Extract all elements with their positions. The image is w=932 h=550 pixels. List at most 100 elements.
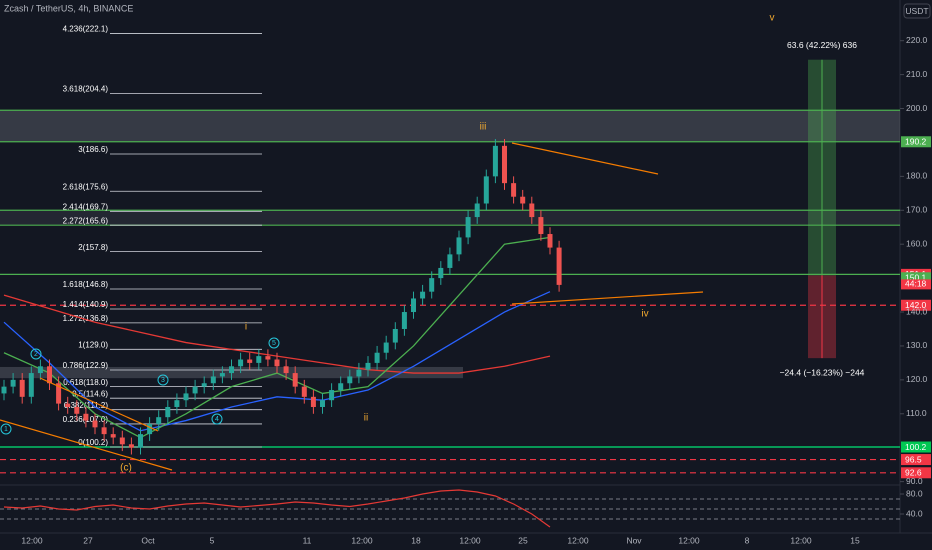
y-tick-label: 200.0 <box>906 103 928 113</box>
candle-body <box>374 352 380 363</box>
y-tick-label: 130.0 <box>906 340 928 350</box>
currency-box <box>903 3 931 19</box>
wave-circle <box>268 337 280 349</box>
price-tag-label: 100.2 <box>905 442 927 452</box>
candle-body <box>92 420 98 428</box>
candle-body <box>429 278 435 292</box>
candle-body <box>320 400 325 407</box>
osc-tick-label: 40.0 <box>906 508 923 518</box>
candle-body <box>183 393 189 401</box>
candle-body <box>356 369 362 377</box>
wave-label: iii <box>480 122 487 133</box>
price-tag-label: 96.5 <box>905 454 922 464</box>
candle-body <box>10 379 16 387</box>
wave-label: 2 <box>34 351 38 358</box>
candle-body <box>365 362 371 370</box>
candle-body <box>438 267 444 279</box>
fib-label: 0(100.2) <box>78 438 108 447</box>
fib-label: 2(157.8) <box>78 243 108 252</box>
fib-label: 1(129.0) <box>78 340 108 349</box>
moving-average <box>3 291 551 432</box>
wave-label: 5 <box>272 340 276 347</box>
candle-body <box>511 183 517 197</box>
candle-body <box>474 203 480 218</box>
x-tick-label: 5 <box>210 535 215 545</box>
candle-body <box>110 434 116 438</box>
candle-body <box>447 254 453 268</box>
candle-body <box>37 366 43 374</box>
price-tag <box>901 272 931 284</box>
candle-body <box>165 406 171 418</box>
candle-body <box>210 376 216 384</box>
candle-body <box>229 366 234 374</box>
candle-body <box>310 396 316 407</box>
currency-label: USDT <box>905 6 928 16</box>
price-tag-label: 142.0 <box>905 300 927 310</box>
y-tick-label: 140.0 <box>906 306 928 316</box>
y-tick-label: 170.0 <box>906 205 928 215</box>
x-tick-label: 12:00 <box>351 535 373 545</box>
x-tick-label: 12:00 <box>567 535 589 545</box>
candle-body <box>238 359 244 367</box>
x-tick-label: 12:00 <box>790 535 812 545</box>
price-tag <box>901 136 931 148</box>
fib-label: 0.786(122.9) <box>63 361 109 370</box>
candle-body <box>338 383 344 391</box>
x-tick-label: Nov <box>626 535 642 545</box>
candle-body <box>411 298 416 313</box>
oscillator: 80.0 40.0 <box>0 488 923 528</box>
overlays: 63.6 (42.22%) 636−24.4 (−16.23%) −244iii… <box>0 13 931 479</box>
x-tick-label: 27 <box>83 535 93 545</box>
candle-body <box>101 427 107 435</box>
y-tick-label: 210.0 <box>906 69 928 79</box>
fib-label: 3(186.6) <box>78 145 108 154</box>
candle-body <box>56 383 62 404</box>
x-tick-label: 8 <box>745 535 750 545</box>
countdown: 44:18 <box>905 279 927 289</box>
candle-body <box>265 356 271 360</box>
candle-body <box>119 437 125 445</box>
oscillator-line <box>3 489 551 528</box>
candle-body <box>347 376 353 384</box>
candle-body <box>247 359 253 363</box>
price-tag <box>901 441 931 453</box>
price-tag <box>901 299 931 311</box>
wave-label: 4 <box>215 416 219 423</box>
x-tick-label: 25 <box>518 535 528 545</box>
candle-body <box>201 383 207 387</box>
y-tick-label: 120.0 <box>906 374 928 384</box>
candle-body <box>502 145 507 184</box>
x-tick-label: 11 <box>303 535 312 545</box>
candle-body <box>329 390 335 401</box>
candle-body <box>138 434 143 448</box>
wave-label: ii <box>364 413 368 424</box>
candle-body <box>392 328 398 343</box>
trend-line <box>511 291 704 305</box>
fib-label: 2.414(169.7) <box>63 202 109 211</box>
price-tag-label: 190.2 <box>905 137 927 147</box>
price-tag <box>901 467 931 479</box>
trend-line <box>0 419 173 471</box>
candle-body <box>74 406 80 414</box>
position-stop-label: −24.4 (−16.23%) −244 <box>780 367 865 377</box>
x-tick-label: 12:00 <box>21 535 43 545</box>
fib-label: 0.618(118.0) <box>63 378 108 387</box>
candle-body <box>28 373 34 397</box>
wave-circle <box>0 423 12 435</box>
candle-body <box>256 356 262 363</box>
fib-label: 4.236(222.1) <box>63 25 109 34</box>
y-tick-label: 220.0 <box>906 35 928 45</box>
candle-body <box>529 203 535 218</box>
wave-label: i <box>245 322 247 333</box>
candle-body <box>1 386 7 394</box>
price-tag-label: 150.1 <box>905 273 927 283</box>
candle-body <box>401 312 407 329</box>
wave-circle <box>211 413 223 425</box>
candle-body <box>520 196 526 204</box>
wave-circle <box>157 374 169 386</box>
x-tick-label: 18 <box>411 535 421 545</box>
price-tag <box>901 454 931 466</box>
x-tick-label: 12:00 <box>459 535 481 545</box>
candle-body <box>383 342 389 353</box>
